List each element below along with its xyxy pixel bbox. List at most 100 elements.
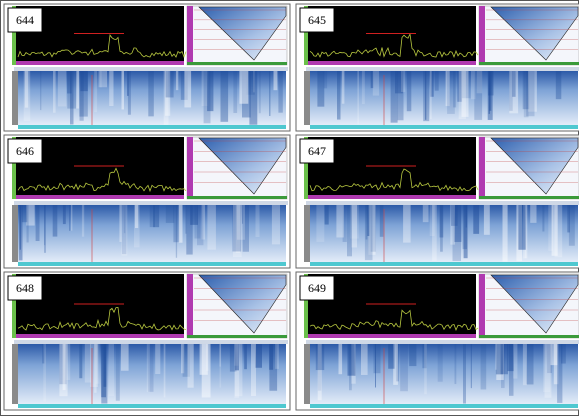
c-scan-streak: [339, 344, 343, 374]
a-scan-bar: [16, 334, 184, 338]
c-scan-streak: [435, 71, 439, 91]
c-scan-header: [306, 340, 579, 344]
c-scan-streak: [424, 344, 427, 394]
c-scan-streak: [400, 344, 408, 391]
panel-label: 647: [308, 144, 326, 158]
c-scan-streak: [380, 205, 384, 237]
c-scan-streak: [509, 71, 513, 111]
c-scan-streak: [484, 205, 490, 235]
c-scan-streak: [542, 205, 544, 232]
c-scan-header: [14, 67, 288, 71]
c-scan-streak: [20, 205, 21, 250]
c-scan-streak: [512, 71, 515, 97]
c-scan-streak: [239, 71, 248, 104]
c-scan-streak: [233, 205, 242, 257]
c-scan-streak: [79, 344, 82, 378]
c-scan-streak: [409, 344, 416, 366]
c-scan-streak: [275, 344, 279, 369]
c-scan-streak: [523, 344, 527, 385]
c-scan-streak: [204, 71, 211, 123]
c-scan-streak: [342, 71, 345, 104]
c-scan-streak: [526, 71, 534, 116]
c-scan-streak: [347, 205, 352, 256]
c-scan-streak: [481, 344, 487, 389]
s-scan-bottom: [187, 335, 287, 338]
c-scan-streak: [69, 205, 70, 231]
c-scan-streak: [235, 344, 239, 370]
c-scan-streak: [109, 344, 114, 396]
c-scan-streak: [471, 71, 475, 99]
c-scan-streak: [403, 205, 411, 243]
c-scan-streak: [388, 344, 394, 369]
c-scan-streak: [551, 344, 558, 365]
c-scan-streak: [269, 344, 273, 370]
c-scan-streak: [185, 205, 187, 234]
c-scan-streak: [166, 71, 174, 97]
c-scan-streak: [221, 71, 229, 122]
c-scan-streak: [552, 205, 558, 256]
c-scan-streak: [188, 344, 194, 388]
panel: 647: [296, 135, 579, 268]
s-scan-side: [479, 274, 485, 338]
c-scan-streak: [150, 205, 155, 227]
c-scan-streak: [121, 344, 129, 371]
c-scan-streak: [526, 344, 533, 384]
a-scan-bar: [16, 61, 184, 65]
c-scan-streak: [200, 344, 208, 375]
c-scan-streak: [116, 344, 120, 401]
c-scan-streak: [464, 205, 468, 258]
panel-label: 646: [16, 144, 34, 158]
c-scan-ruler: [18, 262, 286, 266]
c-scan-side: [304, 71, 310, 125]
c-scan-streak: [324, 71, 327, 88]
c-scan-ruler: [310, 404, 578, 408]
a-scan-bar: [308, 195, 476, 199]
c-scan-streak: [76, 71, 79, 109]
c-scan-streak: [176, 71, 178, 90]
c-scan-streak: [269, 71, 270, 116]
s-scan-bottom: [479, 62, 579, 65]
c-scan-streak: [82, 205, 84, 237]
c-scan-streak: [471, 344, 472, 388]
panel: 649: [296, 272, 579, 410]
c-scan-streak: [274, 71, 278, 90]
c-scan-streak: [278, 71, 282, 113]
c-scan-streak: [147, 344, 150, 392]
c-scan-streak: [207, 205, 216, 250]
figure: 644645646647648649: [0, 0, 579, 416]
c-scan-streak: [495, 344, 496, 370]
c-scan-streak: [119, 205, 121, 242]
c-scan-streak: [374, 344, 381, 373]
s-scan-side: [479, 6, 485, 65]
c-scan-streak: [251, 344, 256, 396]
c-scan-side: [12, 71, 18, 125]
c-scan-streak: [447, 71, 455, 114]
c-scan-streak: [423, 71, 429, 121]
c-scan-streak: [463, 344, 466, 404]
c-scan-streak: [90, 344, 98, 387]
c-scan-streak: [58, 71, 66, 106]
c-scan-header: [306, 67, 579, 71]
c-scan-streak: [43, 344, 46, 402]
c-scan-ruler: [18, 404, 286, 408]
s-scan-bottom: [187, 62, 287, 65]
c-scan-streak: [432, 205, 437, 261]
c-scan-streak: [220, 344, 222, 388]
c-scan-streak: [557, 344, 562, 403]
c-scan-streak: [24, 71, 31, 121]
c-scan-streak: [155, 344, 160, 374]
c-scan-streak: [430, 71, 432, 119]
c-scan-streak: [244, 344, 247, 369]
c-scan-streak: [122, 71, 125, 109]
c-scan-streak: [71, 205, 72, 231]
c-scan-streak: [351, 205, 357, 247]
c-scan-streak: [556, 71, 562, 99]
c-scan-streak: [336, 205, 343, 237]
c-scan-streak: [358, 71, 359, 124]
c-scan-header: [14, 201, 288, 205]
c-scan-streak: [496, 344, 503, 374]
s-scan-side: [187, 274, 193, 338]
c-scan-streak: [362, 71, 365, 104]
c-scan-streak: [337, 71, 341, 120]
c-scan-streak: [507, 344, 513, 371]
